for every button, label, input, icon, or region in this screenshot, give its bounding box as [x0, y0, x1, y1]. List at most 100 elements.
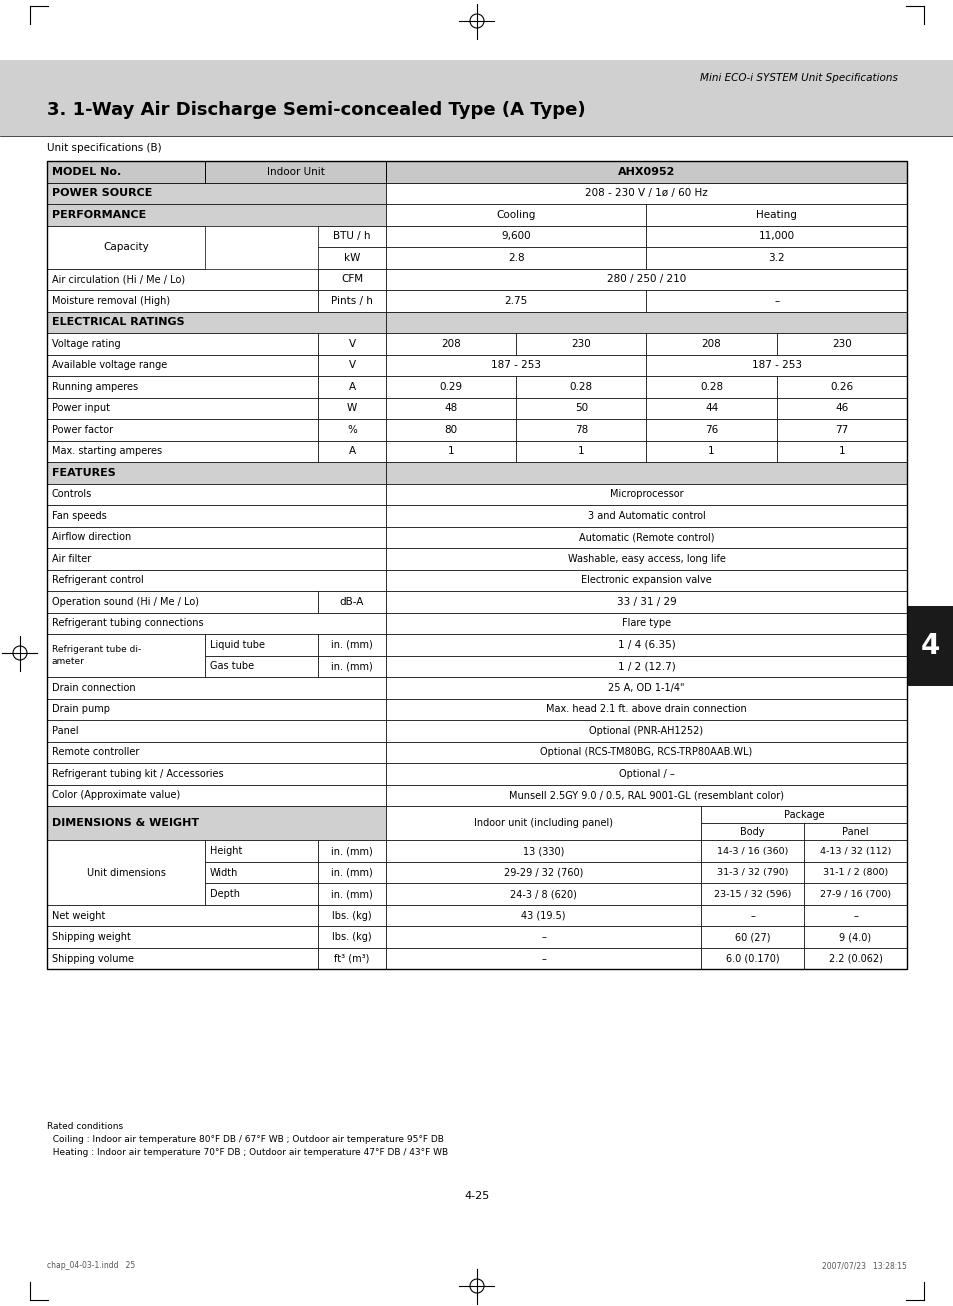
Text: 230: 230 — [571, 338, 591, 349]
Bar — [47, 462, 386, 483]
Text: 23-15 / 32 (596): 23-15 / 32 (596) — [713, 889, 790, 899]
Text: Moisture removal (High): Moisture removal (High) — [52, 295, 170, 306]
Bar — [646, 290, 906, 312]
Text: Unit specifications (B): Unit specifications (B) — [47, 142, 161, 153]
Bar — [386, 526, 906, 549]
Text: 14-3 / 16 (360): 14-3 / 16 (360) — [717, 846, 787, 855]
Text: %: % — [347, 424, 356, 435]
Bar — [386, 204, 646, 226]
Text: chap_04-03-1.indd   25: chap_04-03-1.indd 25 — [47, 1262, 135, 1271]
Bar — [47, 183, 386, 204]
Bar — [776, 376, 906, 397]
Text: 1: 1 — [578, 447, 584, 456]
Bar — [386, 699, 906, 720]
Text: V: V — [348, 338, 355, 349]
Text: 2.8: 2.8 — [507, 253, 524, 263]
Bar — [803, 948, 906, 969]
Text: Package: Package — [783, 810, 823, 820]
Bar — [47, 226, 205, 269]
Text: 4: 4 — [920, 632, 939, 660]
Bar — [47, 440, 317, 462]
Bar — [700, 883, 803, 905]
Bar — [386, 926, 700, 948]
Text: MODEL No.: MODEL No. — [52, 167, 121, 176]
Bar — [317, 247, 386, 269]
Bar — [776, 419, 906, 440]
Bar — [47, 269, 317, 290]
Text: Heating: Heating — [756, 210, 797, 219]
Text: 9,600: 9,600 — [501, 231, 531, 242]
Text: A: A — [348, 447, 355, 456]
Text: Body: Body — [740, 827, 764, 837]
Bar — [47, 397, 317, 419]
Text: 2.2 (0.062): 2.2 (0.062) — [828, 953, 882, 964]
Bar — [700, 926, 803, 948]
Bar — [386, 840, 700, 862]
Text: 4-13 / 32 (112): 4-13 / 32 (112) — [819, 846, 890, 855]
Text: Indoor unit (including panel): Indoor unit (including panel) — [474, 818, 613, 828]
Bar — [317, 656, 386, 677]
Text: Rated conditions: Rated conditions — [47, 1122, 123, 1131]
Text: Max. starting amperes: Max. starting amperes — [52, 447, 162, 456]
Bar — [47, 569, 386, 592]
Text: in. (mm): in. (mm) — [331, 661, 373, 671]
Text: FEATURES: FEATURES — [52, 468, 115, 478]
Text: Max. head 2.1 ft. above drain connection: Max. head 2.1 ft. above drain connection — [545, 704, 746, 714]
Bar — [386, 397, 516, 419]
Text: A: A — [348, 381, 355, 392]
Text: Automatic (Remote control): Automatic (Remote control) — [578, 533, 714, 542]
Bar — [646, 419, 776, 440]
Text: –: – — [852, 910, 857, 921]
Bar — [386, 656, 906, 677]
Text: Optional / –: Optional / – — [618, 769, 674, 778]
Text: 3. 1-Way Air Discharge Semi-concealed Type (A Type): 3. 1-Way Air Discharge Semi-concealed Ty… — [47, 101, 585, 119]
Bar — [47, 926, 317, 948]
Bar — [386, 720, 906, 742]
Bar — [317, 840, 386, 862]
Text: 187 - 253: 187 - 253 — [751, 360, 801, 370]
Bar — [317, 397, 386, 419]
Bar — [803, 862, 906, 883]
Text: lbs. (kg): lbs. (kg) — [332, 910, 372, 921]
Bar — [386, 333, 516, 354]
Text: AHX0952: AHX0952 — [618, 167, 675, 176]
Bar — [386, 354, 646, 376]
Text: 0.28: 0.28 — [700, 381, 722, 392]
Bar — [386, 183, 906, 204]
Bar — [516, 440, 646, 462]
Text: 44: 44 — [704, 404, 718, 413]
Text: Washable, easy access, long life: Washable, easy access, long life — [567, 554, 724, 564]
Bar — [47, 419, 317, 440]
Bar — [516, 397, 646, 419]
Text: 208: 208 — [701, 338, 720, 349]
Text: 0.26: 0.26 — [829, 381, 853, 392]
Text: Munsell 2.5GY 9.0 / 0.5, RAL 9001-GL (resemblant color): Munsell 2.5GY 9.0 / 0.5, RAL 9001-GL (re… — [509, 790, 783, 801]
Text: Width: Width — [210, 867, 238, 878]
Bar — [317, 948, 386, 969]
Bar — [516, 419, 646, 440]
Text: Optional (RCS-TM80BG, RCS-TRP80AAB.WL): Optional (RCS-TM80BG, RCS-TRP80AAB.WL) — [539, 747, 752, 757]
Bar — [386, 569, 906, 592]
Text: Panel: Panel — [841, 827, 868, 837]
Text: in. (mm): in. (mm) — [331, 889, 373, 899]
Text: –: – — [773, 295, 779, 306]
Bar — [386, 376, 516, 397]
Text: Capacity: Capacity — [103, 242, 149, 252]
Text: Microprocessor: Microprocessor — [609, 490, 682, 499]
Text: 3.2: 3.2 — [767, 253, 784, 263]
Text: in. (mm): in. (mm) — [331, 640, 373, 650]
Text: Cooling: Cooling — [497, 210, 536, 219]
Bar — [47, 526, 386, 549]
Bar — [803, 905, 906, 926]
Text: 4-25: 4-25 — [464, 1191, 489, 1202]
Bar — [386, 883, 700, 905]
Text: Shipping volume: Shipping volume — [52, 953, 133, 964]
Bar — [386, 462, 906, 483]
Bar — [317, 883, 386, 905]
Bar — [47, 763, 386, 785]
Bar — [386, 677, 906, 699]
Bar — [47, 699, 386, 720]
Text: 48: 48 — [444, 404, 457, 413]
Bar — [47, 840, 205, 905]
Text: –: – — [540, 953, 545, 964]
